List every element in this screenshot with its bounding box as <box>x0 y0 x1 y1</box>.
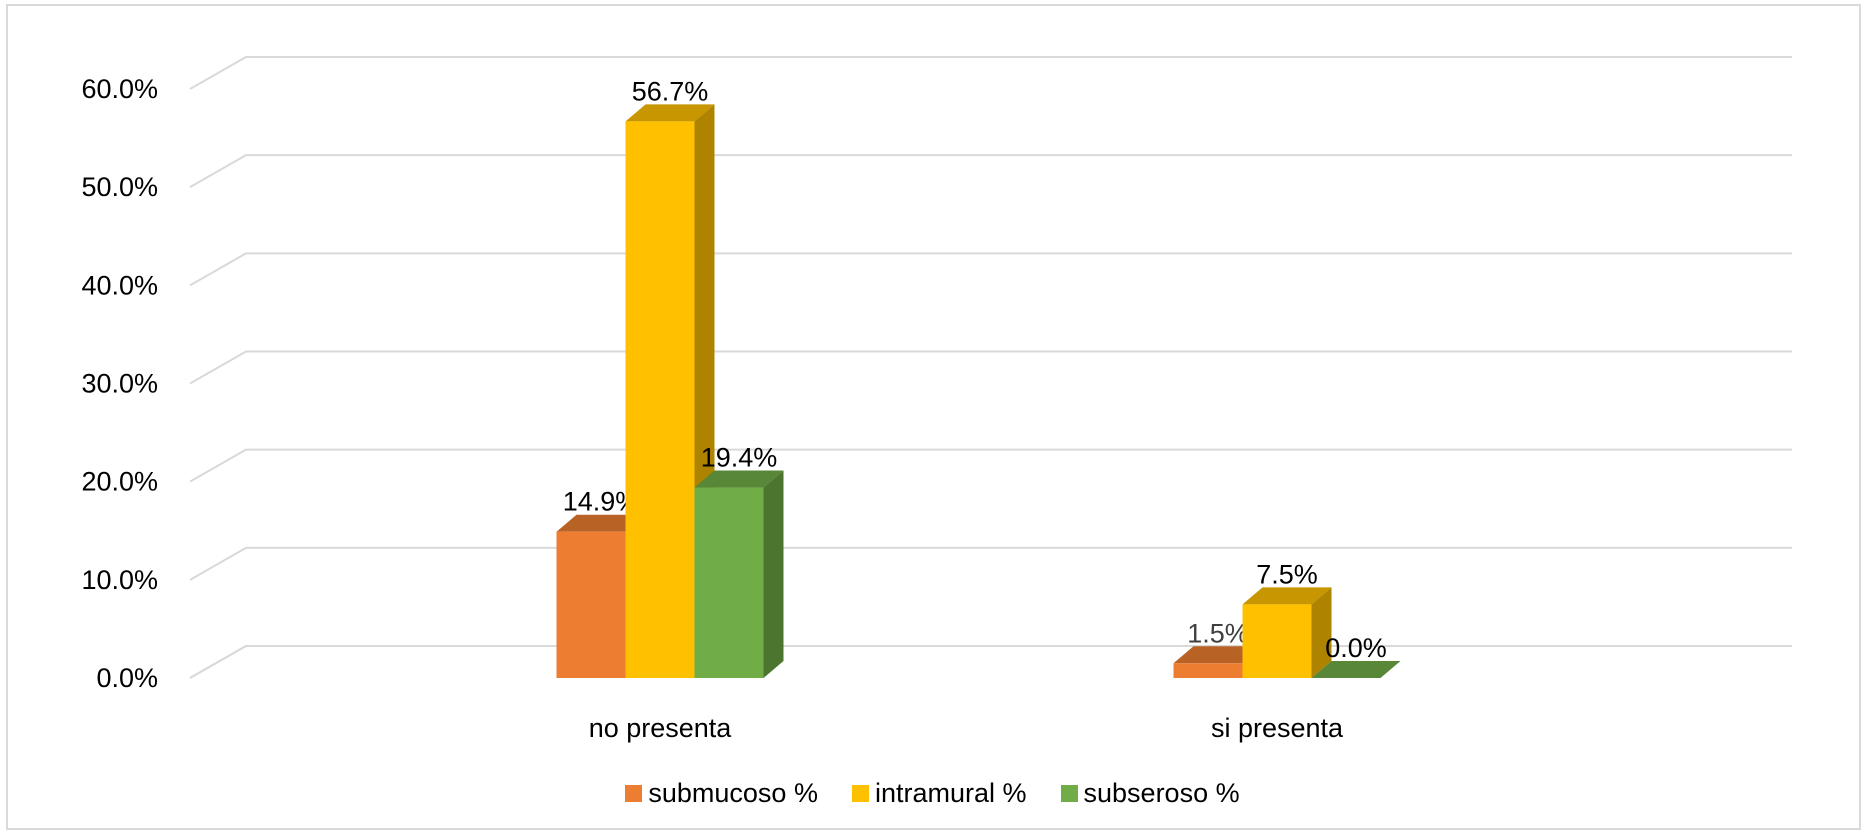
bar-side <box>763 470 784 678</box>
bar-top <box>556 514 646 532</box>
legend-label-subseroso: subseroso % <box>1083 777 1240 808</box>
chart-frame <box>6 4 1861 830</box>
gridline <box>189 546 1792 581</box>
gridline <box>189 56 1792 90</box>
y-tick-label: 20.0% <box>81 467 158 497</box>
bar <box>1173 663 1243 678</box>
data-label: 56.7% <box>632 76 709 106</box>
legend-label-intramural: intramural % <box>874 777 1027 808</box>
gridline <box>189 448 1792 483</box>
bar-top <box>1242 587 1332 605</box>
y-tick-label: 60.0% <box>81 74 158 104</box>
legend-item-intramural: intramural % <box>851 777 1027 809</box>
y-tick-label: 30.0% <box>81 369 158 399</box>
bar <box>694 487 764 678</box>
gridline <box>189 154 1792 189</box>
y-tick-label: 10.0% <box>81 565 158 595</box>
gridline <box>189 645 1792 679</box>
bar <box>1242 604 1312 678</box>
y-tick-label: 50.0% <box>81 172 158 202</box>
bar-side <box>1311 587 1332 678</box>
bar-top <box>625 104 715 122</box>
legend-swatch-subseroso <box>1060 784 1078 802</box>
legend-item-submucoso: submucoso % <box>625 778 818 809</box>
data-label: 1.5% <box>1187 618 1249 648</box>
data-label: 7.5% <box>1256 559 1318 589</box>
legend-label-submucoso: submucoso % <box>648 777 818 808</box>
data-label: 0.0% <box>1325 633 1387 663</box>
y-tick-label: 40.0% <box>81 270 158 300</box>
bar-top <box>1311 661 1401 678</box>
legend-item-subseroso: subseroso % <box>1060 777 1240 809</box>
gridline <box>189 350 1792 385</box>
floor-edge <box>189 645 247 679</box>
bar <box>556 531 626 678</box>
data-label: 19.4% <box>701 443 778 473</box>
x-category-label: si presenta <box>1211 713 1344 743</box>
legend: submucoso % intramural % subseroso % <box>0 775 1865 811</box>
y-tick-label: 0.0% <box>96 663 158 693</box>
gridline <box>189 252 1792 287</box>
legend-swatch-submucoso <box>625 784 643 802</box>
bar-top <box>1173 646 1263 664</box>
legend-swatch-intramural <box>851 784 869 802</box>
x-category-label: no presenta <box>589 713 733 743</box>
bar <box>625 121 695 678</box>
bar-top <box>694 470 784 488</box>
